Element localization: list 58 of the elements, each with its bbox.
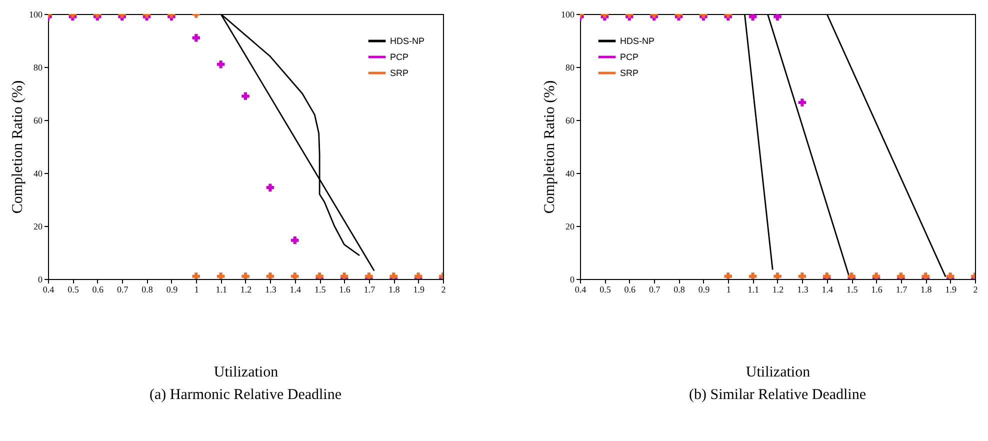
text: (a) Harmonic Relative Deadline xyxy=(150,387,342,403)
legend-label: HDS-NP xyxy=(390,36,425,46)
x-tick-label: 1.1 xyxy=(216,284,227,294)
x-tick-label: 0.9 xyxy=(166,284,178,294)
x-tick-label: 0.8 xyxy=(142,284,154,294)
x-tick-label: 1.8 xyxy=(388,284,400,294)
x-tick-label: 1.3 xyxy=(265,284,277,294)
y-tick-label: 20 xyxy=(566,222,575,232)
x-tick-label: 1.6 xyxy=(339,284,351,294)
text: (b) Similar Relative Deadline xyxy=(688,387,866,403)
y-tick-label: 100 xyxy=(561,10,575,20)
y-tick-label: 100 xyxy=(29,10,43,20)
x-tick-label: 1.7 xyxy=(896,284,908,294)
x-tick-label: 1 xyxy=(726,284,731,294)
legend-label: SRP xyxy=(390,68,409,78)
x-tick-label: 1.2 xyxy=(772,284,784,294)
y-tick-label: 40 xyxy=(34,168,43,178)
x-tick-label: 0.6 xyxy=(92,284,104,294)
x-tick-label: 2 xyxy=(441,284,446,294)
x-tick-label: 0.7 xyxy=(116,284,129,294)
y-tick-label: 20 xyxy=(34,222,43,232)
x-tick-label: 1.1 xyxy=(748,284,759,294)
x-tick-label: 1.4 xyxy=(290,284,302,294)
x-tick-label: 1.6 xyxy=(871,284,883,294)
x-tick-label: 0.5 xyxy=(68,284,80,294)
y-axis-title: Completion Ratio (%) xyxy=(542,80,558,214)
y-tick-label: 80 xyxy=(34,62,43,72)
x-tick-label: 0.7 xyxy=(648,284,661,294)
x-tick-label: 2 xyxy=(973,284,978,294)
legend-label: SRP xyxy=(620,68,639,78)
legend-label: PCP xyxy=(620,52,639,62)
x-tick-label: 1.9 xyxy=(413,284,425,294)
y-tick-label: 60 xyxy=(34,116,43,126)
x-axis-title: Utilization xyxy=(746,364,811,380)
x-tick-label: 1.8 xyxy=(920,284,932,294)
legend-label: PCP xyxy=(390,52,409,62)
y-tick-label: 0 xyxy=(570,274,575,284)
x-tick-label: 0.4 xyxy=(42,284,55,294)
y-tick-label: 0 xyxy=(38,274,43,284)
x-tick-label: 0.4 xyxy=(574,284,587,294)
x-tick-label: 0.6 xyxy=(624,284,636,294)
x-tick-label: 0.5 xyxy=(600,284,612,294)
x-tick-label: 1.3 xyxy=(797,284,809,294)
y-tick-label: 40 xyxy=(566,168,575,178)
y-tick-label: 60 xyxy=(566,116,575,126)
x-tick-label: 0.8 xyxy=(674,284,686,294)
x-tick-label: 1.2 xyxy=(240,284,252,294)
x-tick-label: 1 xyxy=(194,284,199,294)
y-tick-label: 80 xyxy=(566,62,575,72)
x-tick-label: 1.7 xyxy=(364,284,376,294)
x-tick-label: 1.5 xyxy=(846,284,858,294)
x-tick-label: 1.4 xyxy=(822,284,834,294)
x-tick-label: 0.9 xyxy=(698,284,710,294)
y-axis-title: Completion Ratio (%) xyxy=(10,80,26,214)
legend-label: HDS-NP xyxy=(620,36,655,46)
x-tick-label: 1.5 xyxy=(314,284,326,294)
x-tick-label: 1.9 xyxy=(945,284,957,294)
x-axis-title: Utilization xyxy=(214,364,279,380)
